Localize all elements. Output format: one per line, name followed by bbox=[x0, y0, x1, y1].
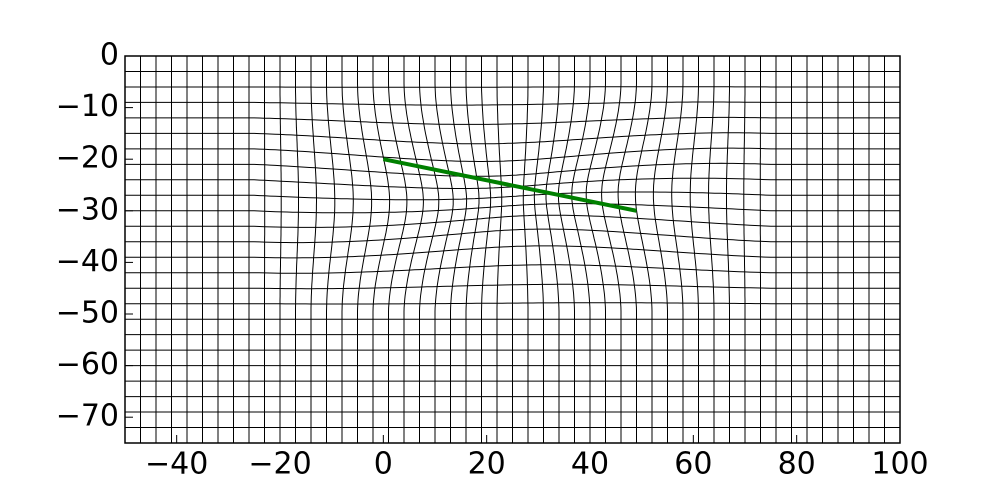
x-tick-label: −40 bbox=[145, 447, 208, 482]
mesh-line bbox=[125, 116, 900, 125]
mesh-line bbox=[571, 56, 591, 443]
mesh-line bbox=[434, 56, 454, 443]
y-tick-label: −20 bbox=[56, 141, 119, 176]
mesh-line bbox=[125, 147, 900, 162]
plot-frame bbox=[124, 55, 901, 444]
x-tick-label: 20 bbox=[468, 447, 506, 482]
mesh-line bbox=[125, 245, 900, 259]
mesh-line bbox=[326, 56, 336, 443]
x-tick-label: 80 bbox=[778, 447, 816, 482]
mesh-line bbox=[125, 86, 900, 88]
warped-mesh bbox=[124, 55, 901, 444]
mesh-line bbox=[357, 56, 373, 443]
mesh-line bbox=[634, 56, 653, 443]
mesh-line bbox=[403, 56, 424, 443]
mesh-line bbox=[125, 101, 900, 106]
y-tick-label: −10 bbox=[56, 89, 119, 124]
mesh-line bbox=[279, 56, 282, 443]
mesh-line bbox=[125, 132, 900, 145]
mesh-line bbox=[125, 191, 900, 201]
mesh-line bbox=[585, 56, 606, 443]
y-tick-label: −40 bbox=[56, 244, 119, 279]
mesh-line bbox=[295, 56, 299, 443]
mesh-line bbox=[450, 56, 468, 443]
mesh-line bbox=[125, 264, 900, 274]
x-tick-label: 60 bbox=[674, 447, 712, 482]
mesh-line bbox=[533, 56, 544, 443]
mesh-line bbox=[125, 162, 900, 177]
mesh-line bbox=[557, 56, 575, 443]
mesh-line bbox=[496, 56, 503, 443]
y-tick-label: −70 bbox=[56, 399, 119, 434]
y-tick-label: 0 bbox=[100, 38, 119, 73]
mesh-line bbox=[689, 56, 699, 443]
mesh-line bbox=[465, 56, 480, 443]
mesh-line bbox=[601, 56, 622, 443]
mesh-line bbox=[125, 302, 900, 305]
mesh-line bbox=[671, 56, 684, 443]
mesh-line bbox=[743, 56, 746, 443]
mesh-line bbox=[372, 56, 391, 443]
mesh-line bbox=[388, 56, 408, 443]
data-line bbox=[382, 157, 637, 213]
mesh-line bbox=[125, 214, 900, 228]
x-tick-label: 40 bbox=[571, 447, 609, 482]
mesh-line bbox=[726, 56, 730, 443]
mesh-line bbox=[310, 56, 317, 443]
mesh-line bbox=[125, 228, 900, 244]
mesh-line bbox=[522, 56, 529, 443]
y-tick-label: −30 bbox=[56, 192, 119, 227]
x-tick-label: −20 bbox=[248, 447, 311, 482]
mesh-line bbox=[125, 283, 900, 290]
x-tick-label: 100 bbox=[871, 447, 928, 482]
mesh-line bbox=[481, 56, 492, 443]
mesh-line bbox=[341, 56, 354, 443]
mesh-line bbox=[708, 56, 715, 443]
mesh-line bbox=[419, 56, 440, 443]
mesh-line bbox=[652, 56, 668, 443]
y-tick-label: −50 bbox=[56, 296, 119, 331]
y-tick-label: −60 bbox=[56, 347, 119, 382]
mesh-line bbox=[617, 56, 637, 443]
mesh-line bbox=[125, 203, 900, 214]
x-tick-label: 0 bbox=[374, 447, 393, 482]
mesh-line bbox=[545, 56, 560, 443]
